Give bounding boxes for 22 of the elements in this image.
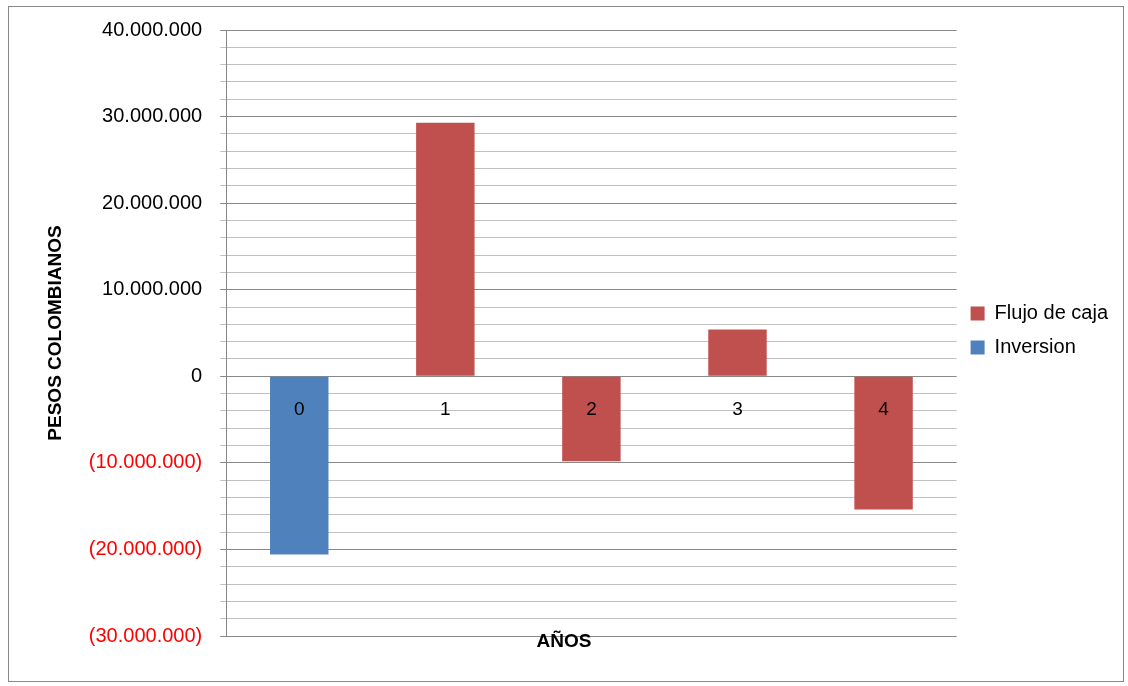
x-tick-label: 2 [586, 397, 597, 419]
y-tick-label: 0 [191, 363, 203, 386]
y-tick-label: 40.000.000 [102, 17, 203, 40]
y-tick-label: (30.000.000) [88, 623, 203, 646]
y-tick-label: (10.000.000) [88, 450, 203, 473]
bar [854, 376, 913, 510]
y-tick-label: 20.000.000 [102, 190, 203, 213]
legend-label: Inversion [994, 335, 1076, 358]
y-tick-label: 10.000.000 [102, 277, 203, 300]
legend-label: Flujo de caja [994, 301, 1109, 324]
bar [270, 376, 329, 555]
x-tick-label: 1 [440, 397, 451, 419]
x-axis-title: AÑOS [536, 630, 592, 651]
y-tick-label: 30.000.000 [102, 104, 203, 127]
x-tick-label: 3 [732, 397, 743, 419]
x-tick-label: 4 [878, 397, 890, 419]
bar [562, 376, 621, 462]
x-tick-label: 0 [293, 397, 305, 419]
bar [708, 329, 767, 376]
y-tick-label: (20.000.000) [88, 536, 203, 559]
y-axis-title: PESOS COLOMBIANOS [43, 225, 65, 441]
bar [416, 122, 475, 376]
